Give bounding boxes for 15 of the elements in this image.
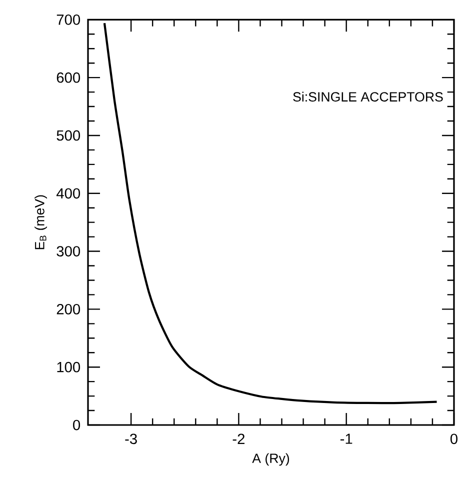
y-tick-label: 400 bbox=[56, 188, 80, 199]
x-axis-title: A (Ry) bbox=[252, 453, 290, 466]
y-tick-label: 0 bbox=[73, 420, 80, 430]
y-tick-label: 300 bbox=[56, 246, 80, 256]
x-tick-label: -3 bbox=[125, 434, 137, 444]
x-tick-label: -2 bbox=[232, 434, 244, 444]
y-tick-label: 600 bbox=[56, 72, 80, 83]
y-axis-title: E$_{B}$ (meV) bbox=[34, 195, 47, 250]
x-tick-label: 0 bbox=[450, 434, 458, 444]
y-tick-label: 100 bbox=[57, 362, 80, 372]
y-tick-label: 500 bbox=[56, 130, 80, 141]
annotation: Si:SINGLE ACCEPTORS bbox=[293, 92, 443, 102]
x-tick-label: -1 bbox=[340, 434, 352, 444]
y-tick-label: 700 bbox=[56, 14, 80, 25]
y-tick-label: 200 bbox=[56, 304, 80, 314]
